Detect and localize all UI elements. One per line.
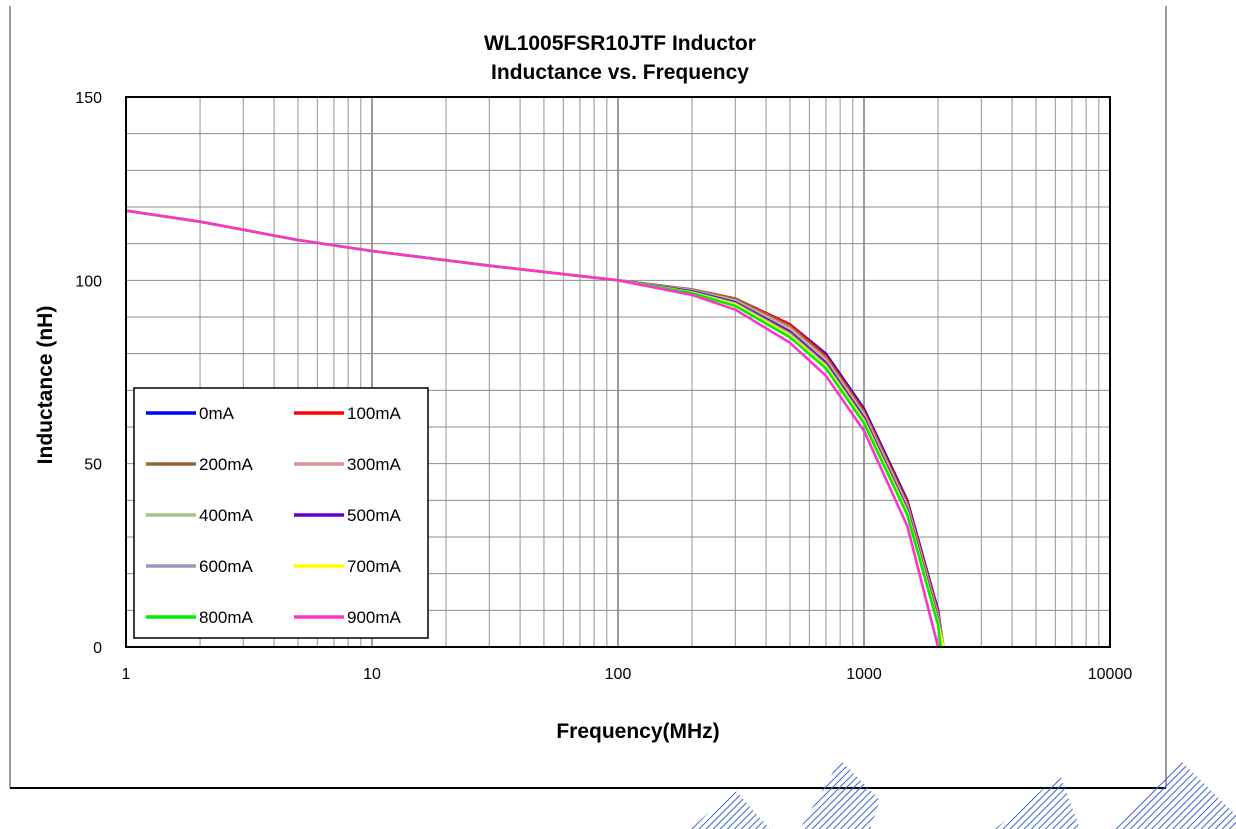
legend-label-500mA: 500mA xyxy=(347,506,402,525)
legend-label-900mA: 900mA xyxy=(347,608,402,627)
x-axis-label: Frequency(MHz) xyxy=(556,720,719,743)
y-tick-label: 50 xyxy=(84,457,102,474)
x-tick-label: 1000 xyxy=(846,666,882,683)
legend-label-600mA: 600mA xyxy=(199,557,254,576)
watermark-stripe-3 xyxy=(995,775,1080,829)
y-axis-label: Inductance (nH) xyxy=(34,306,57,465)
legend-label-300mA: 300mA xyxy=(347,455,402,474)
watermark-stripe-2 xyxy=(800,760,880,829)
legend-label-0mA: 0mA xyxy=(199,404,235,423)
legend-label-100mA: 100mA xyxy=(347,404,402,423)
chart-title: WL1005FSR10JTF Inductor xyxy=(484,32,756,55)
legend-label-400mA: 400mA xyxy=(199,506,254,525)
plot-area-border xyxy=(125,96,1111,648)
legend-box xyxy=(133,387,429,639)
y-axis-ticks: 0 50 100 150 xyxy=(75,90,102,657)
legend-items: 0mA 100mA 200mA 300mA 400mA 500mA 600mA 700mA 80… xyxy=(146,404,402,627)
legend: 0mA 100mA 200mA 300mA 400mA 500mA 600mA 700mA 80… xyxy=(133,387,429,639)
x-tick-label: 10000 xyxy=(1088,666,1133,683)
watermark-stripe-1 xyxy=(690,790,770,829)
chart-subtitle: Inductance vs. Frequency xyxy=(491,61,749,84)
y-tick-label: 100 xyxy=(75,273,102,290)
series-line-900mA xyxy=(126,209,940,647)
x-axis-ticks: 1 10 100 1000 10000 xyxy=(122,666,1133,683)
y-tick-label: 150 xyxy=(75,90,102,107)
watermark-stripe-4 xyxy=(1110,760,1236,829)
x-tick-label: 1 xyxy=(122,666,131,683)
x-tick-label: 10 xyxy=(363,666,381,683)
watermark-stripes xyxy=(690,760,1236,829)
legend-label-800mA: 800mA xyxy=(199,608,254,627)
figure-frame xyxy=(9,6,1167,789)
series-layer xyxy=(126,209,945,647)
x-tick-label: 100 xyxy=(605,666,632,683)
legend-label-700mA: 700mA xyxy=(347,557,402,576)
y-tick-label: 0 xyxy=(93,640,102,657)
grid xyxy=(126,97,1110,647)
legend-label-200mA: 200mA xyxy=(199,455,254,474)
